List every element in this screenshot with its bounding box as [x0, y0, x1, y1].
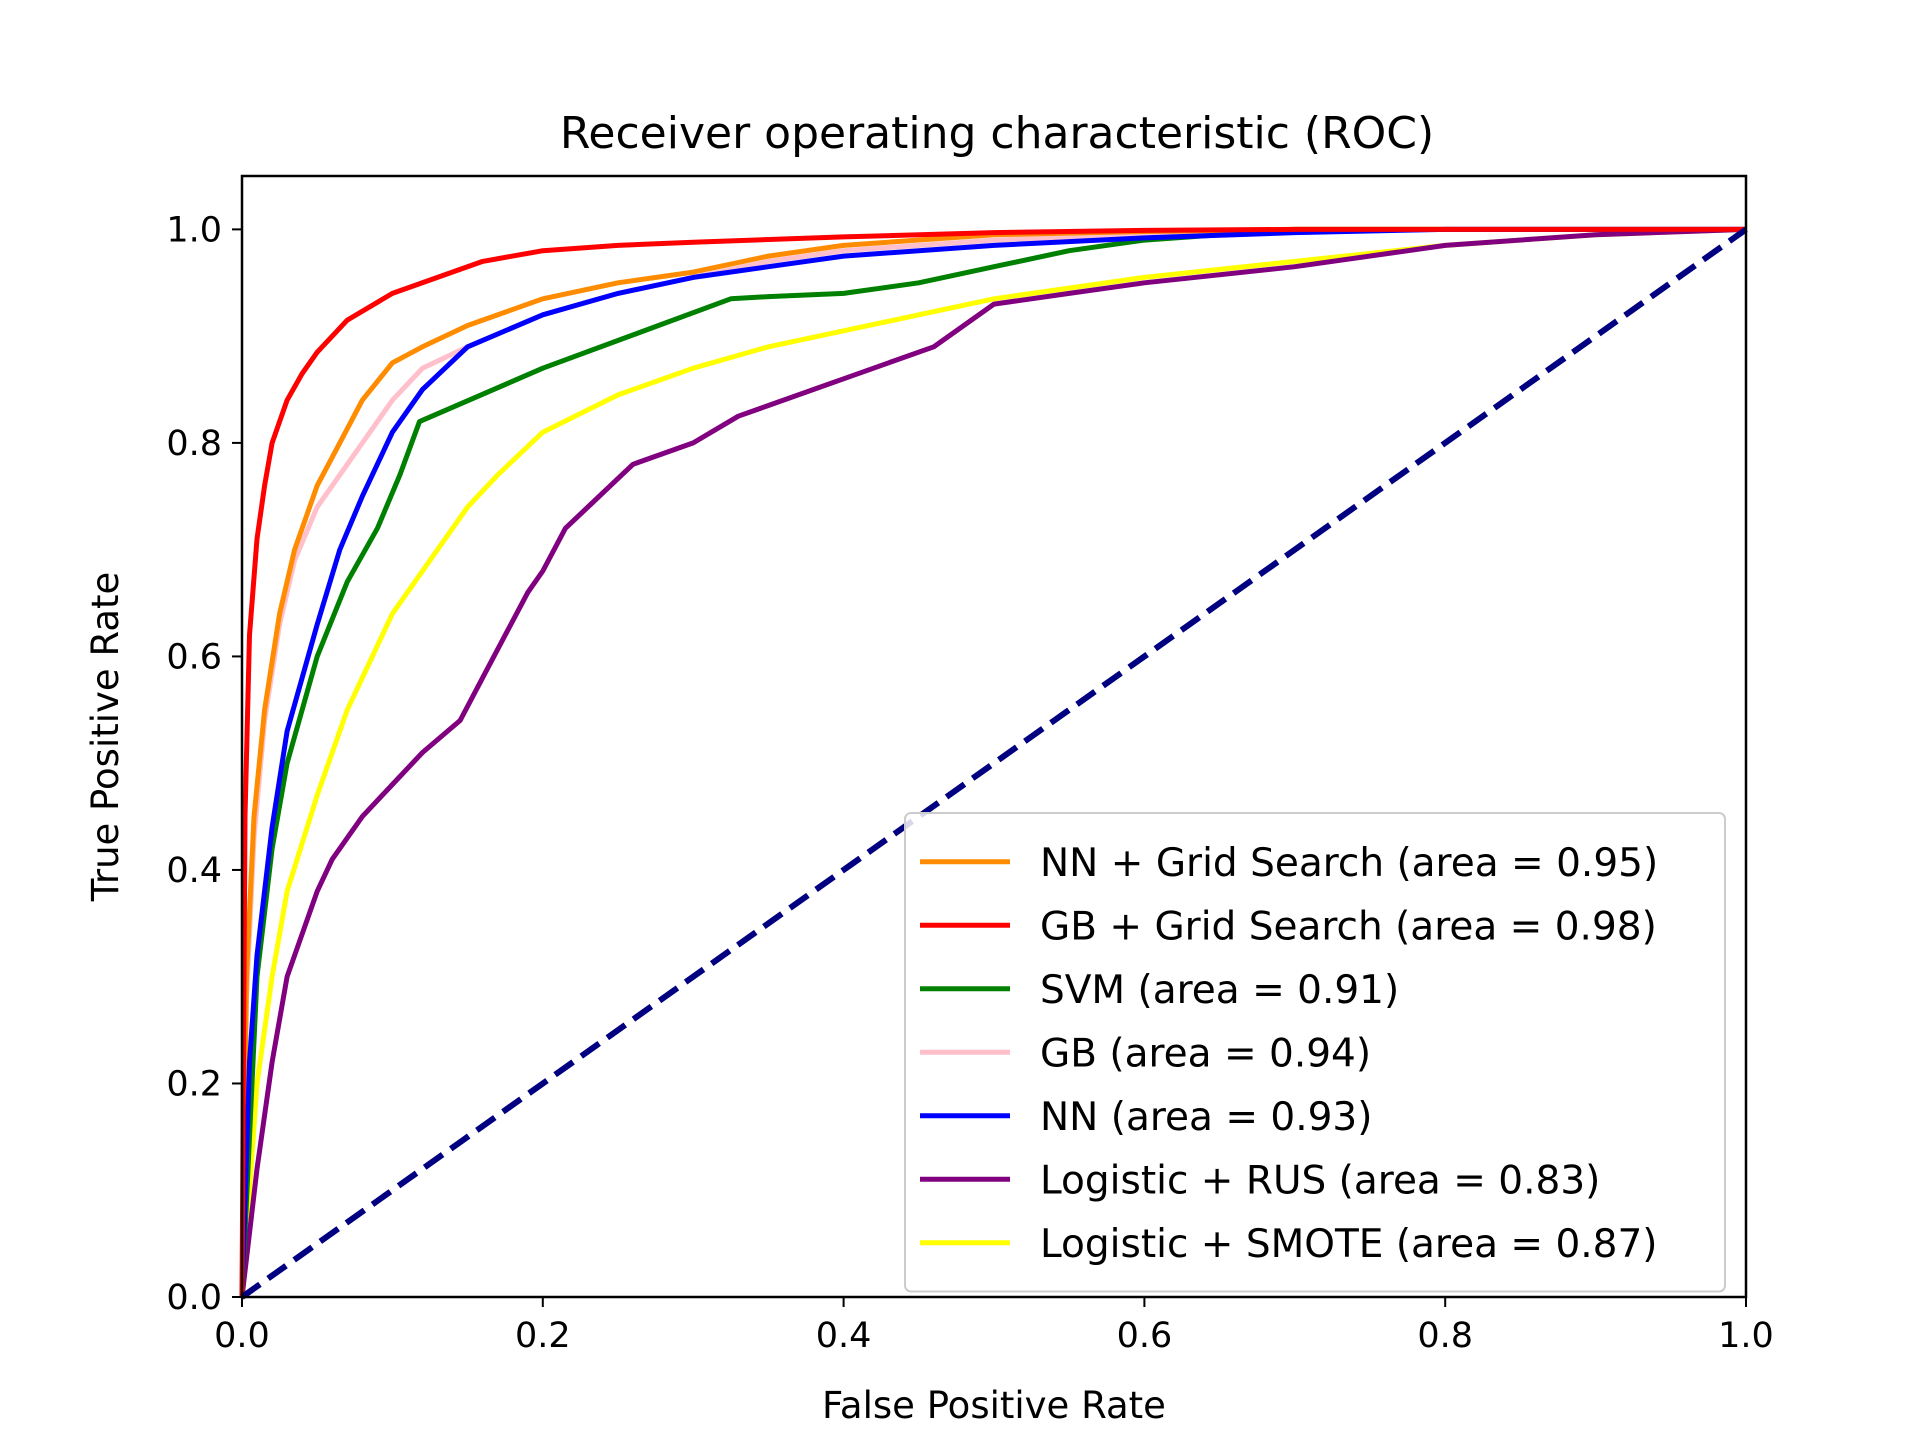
x-tick-label: 1.0 [1718, 1316, 1774, 1356]
legend-entry-label: Logistic + SMOTE (area = 0.87) [1040, 1222, 1658, 1267]
y-tick-label: 0.6 [166, 637, 222, 677]
x-tick-label: 0.4 [816, 1316, 872, 1356]
legend: NN + Grid Search (area = 0.95) GB + Grid … [904, 812, 1726, 1293]
y-tick-label: 0.4 [166, 851, 222, 891]
y-tick-label: 0.8 [166, 424, 222, 464]
x-tick-label: 0.8 [1417, 1316, 1473, 1356]
x-tick-label: 0.6 [1117, 1316, 1173, 1356]
series-line-6 [239, 226, 1747, 1298]
legend-box [904, 812, 1726, 1293]
chance-diagonal-line [240, 226, 1748, 1300]
axis-ticks: 0.0 0.2 0.4 0.6 0.8 1.0 0.0 0.2 0.4 0.6 0.8 1.0 [166, 210, 1774, 1356]
y-tick-label: 0.0 [166, 1278, 222, 1318]
legend-entry-label: GB + Grid Search (area = 0.98) [1040, 904, 1657, 949]
y-tick-label: 0.2 [166, 1064, 222, 1104]
legend-entry-label: SVM (area = 0.91) [1040, 968, 1399, 1013]
y-axis-label: True Positive Rate [84, 572, 127, 903]
legend-entry-label: NN + Grid Search (area = 0.95) [1040, 841, 1658, 886]
plot-area [239, 226, 1748, 1300]
x-tick-label: 0.2 [515, 1316, 571, 1356]
series-line-1 [239, 226, 1746, 1298]
series-line-4 [239, 226, 1746, 1298]
y-tick-label: 1.0 [166, 210, 222, 250]
chart-title: Receiver operating characteristic (ROC) [560, 108, 1434, 159]
legend-entry-label: Logistic + RUS (area = 0.83) [1040, 1158, 1600, 1203]
series-line-5 [239, 226, 1747, 1298]
legend-entry-label: NN (area = 0.93) [1040, 1095, 1372, 1140]
x-tick-label: 0.0 [214, 1316, 270, 1356]
plot-frame [240, 174, 1748, 1299]
x-axis-label: False Positive Rate [822, 1384, 1166, 1427]
legend-entry-label: GB (area = 0.94) [1040, 1031, 1371, 1076]
